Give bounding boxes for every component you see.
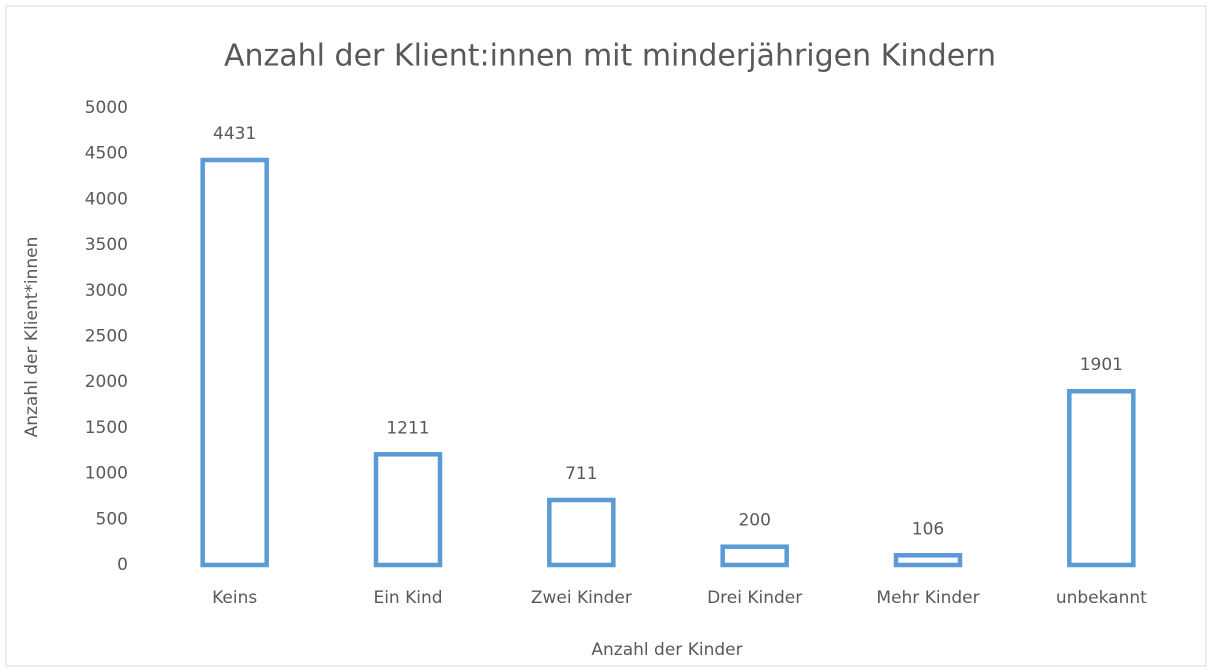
x-tick-label: unbekannt <box>1056 588 1147 608</box>
y-tick-label: 5000 <box>85 98 128 118</box>
data-label: 106 <box>912 519 944 539</box>
x-tick-label: Mehr Kinder <box>876 588 979 608</box>
data-label: 200 <box>738 511 770 531</box>
y-tick-label: 3500 <box>85 235 128 255</box>
chart-title: Anzahl der Klient:innen mit minderjährig… <box>224 39 996 74</box>
y-tick-label: 1500 <box>85 418 128 438</box>
x-tick-label: Zwei Kinder <box>531 588 632 608</box>
y-tick-label: 0 <box>117 555 128 575</box>
y-axis-label: Anzahl der Klient*innen <box>22 237 42 438</box>
x-tick-label: Keins <box>212 588 257 608</box>
bar <box>720 544 789 568</box>
y-tick-label: 2500 <box>85 327 128 347</box>
y-tick-label: 500 <box>96 509 128 529</box>
y-tick-label: 2000 <box>85 372 128 392</box>
bar <box>893 553 963 568</box>
bar <box>373 452 443 568</box>
y-tick-label: 4000 <box>85 189 128 209</box>
bar <box>547 497 616 568</box>
bar <box>1067 388 1136 568</box>
x-tick-label: Drei Kinder <box>707 588 802 608</box>
data-label: 711 <box>565 464 597 484</box>
data-label: 1211 <box>386 418 429 438</box>
data-label: 1901 <box>1080 355 1123 375</box>
data-label: 4431 <box>213 124 256 144</box>
x-tick-label: Ein Kind <box>373 588 442 608</box>
bar <box>200 157 269 568</box>
y-tick-label: 1000 <box>85 464 128 484</box>
x-axis-label: Anzahl der Kinder <box>591 640 742 660</box>
y-tick-label: 3000 <box>85 281 128 301</box>
y-tick-label: 4500 <box>85 144 128 164</box>
